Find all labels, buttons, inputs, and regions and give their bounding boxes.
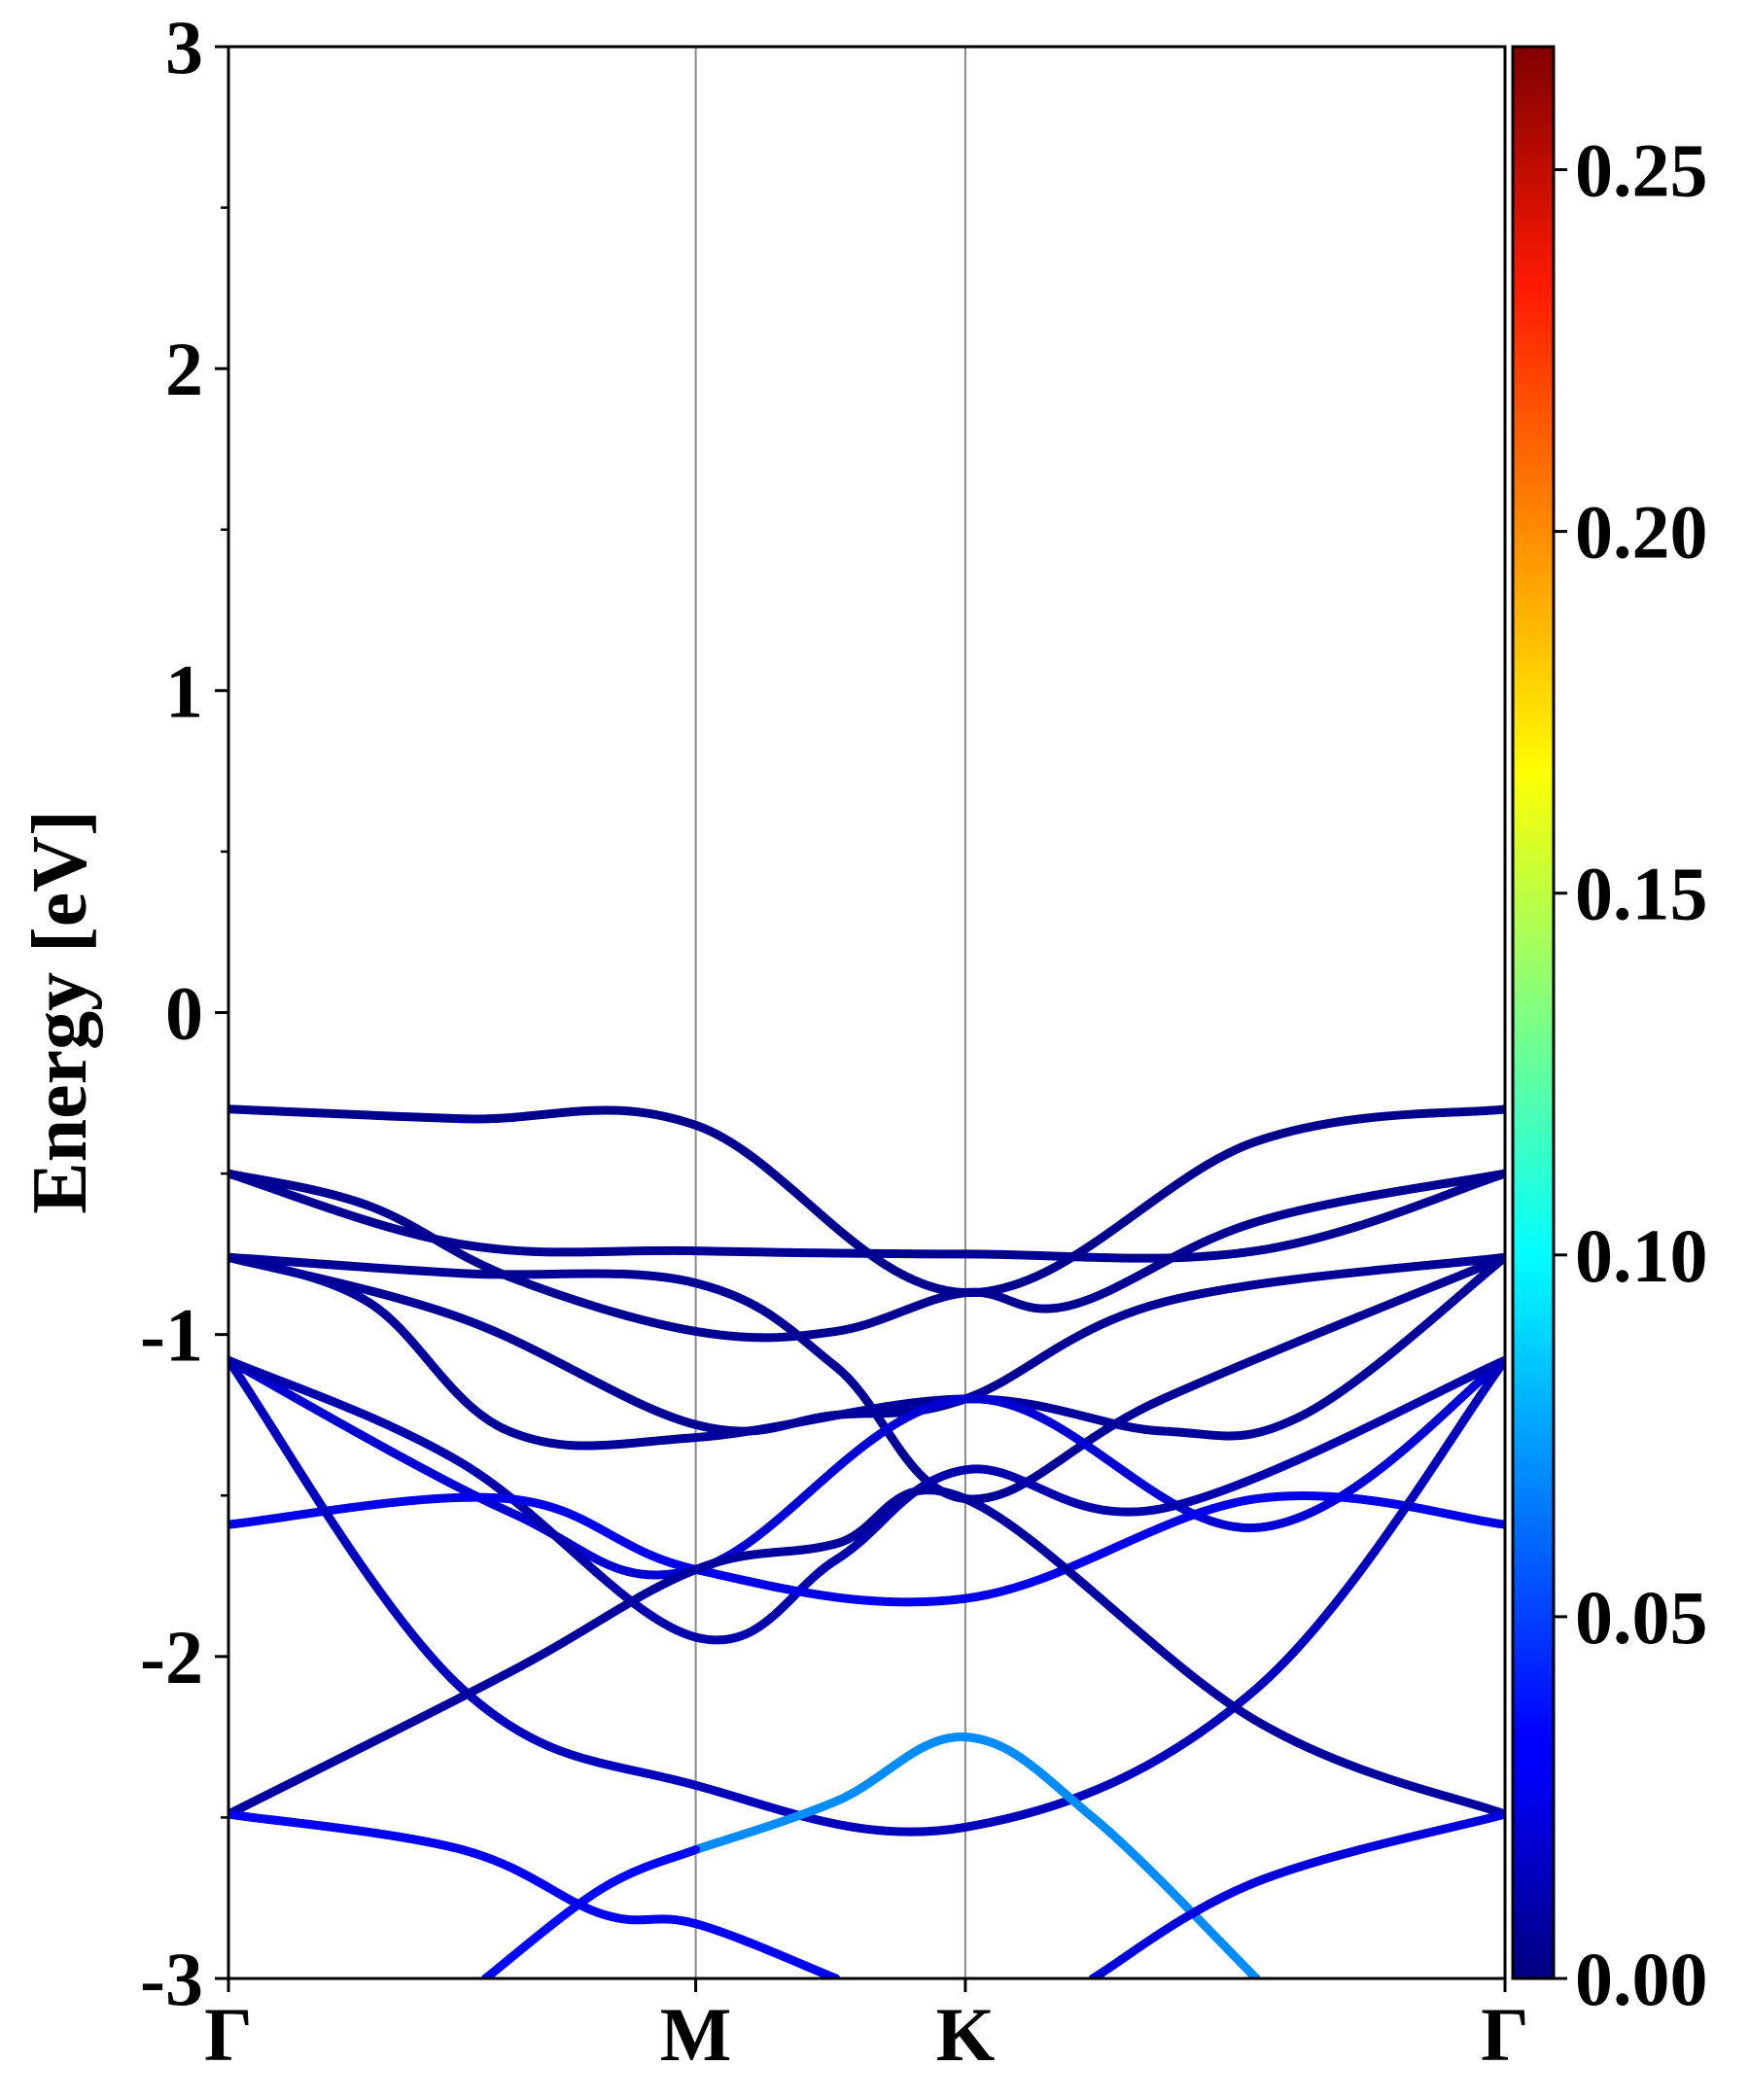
band-line-12 [691, 1732, 1261, 1978]
colorbar-tick-label: 0.20 [1575, 490, 1708, 575]
y-tick-label: 2 [165, 327, 203, 411]
x-tick-label: K [936, 1992, 996, 2077]
y-tick-label: -1 [140, 1293, 203, 1378]
plot-frame [227, 45, 1507, 1980]
colorbar-ticks: 0.00 0.05 0.10 0.15 0.20 0.25 [1554, 128, 1708, 2021]
band-line-6 [228, 1252, 1505, 1451]
colorbar-tick-label: 0.25 [1575, 128, 1708, 213]
band-line-14 [228, 1809, 841, 1978]
y-tick-label: 1 [165, 648, 203, 733]
y-axis-ticks: 3 2 1 0 -1 -2 -3 [140, 5, 228, 2021]
band-line-3 [228, 1169, 1505, 1343]
colorbar-tick-label: 0.15 [1575, 852, 1708, 936]
y-axis-label: Energy [eV] [18, 810, 103, 1213]
x-tick-label: Γ [204, 1992, 253, 2077]
x-tick-label: Γ [1481, 1992, 1529, 2077]
band-line-11 [228, 1486, 1505, 1819]
x-tick-label: M [660, 1992, 732, 2077]
colorbar-tick-label: 0.00 [1575, 1937, 1708, 2021]
colorbar: 0.00 0.05 0.10 0.15 0.20 0.25 [1511, 45, 1708, 2021]
band-line-10 [228, 1355, 1505, 1837]
y-tick-label: 0 [165, 971, 203, 1056]
band-line-4 [228, 1252, 1505, 1504]
y-tick-label: -3 [140, 1937, 203, 2021]
band-line-1 [228, 1104, 1505, 1298]
high-symmetry-lines [694, 47, 966, 1978]
band-line-7 [228, 1355, 1505, 1580]
band-line-2 [228, 1169, 1505, 1263]
colorbar-gradient [1511, 45, 1556, 1980]
band-line-15 [1088, 1809, 1505, 1978]
band-line-9 [228, 1490, 1505, 1607]
band-lines [228, 1104, 1505, 1978]
band-line-8 [228, 1355, 1505, 1645]
colorbar-tick-label: 0.05 [1575, 1575, 1708, 1660]
band-line-13 [480, 1845, 701, 1978]
y-tick-label: -2 [140, 1615, 203, 1699]
colorbar-tick-label: 0.10 [1575, 1213, 1708, 1298]
y-tick-label: 3 [165, 5, 203, 89]
